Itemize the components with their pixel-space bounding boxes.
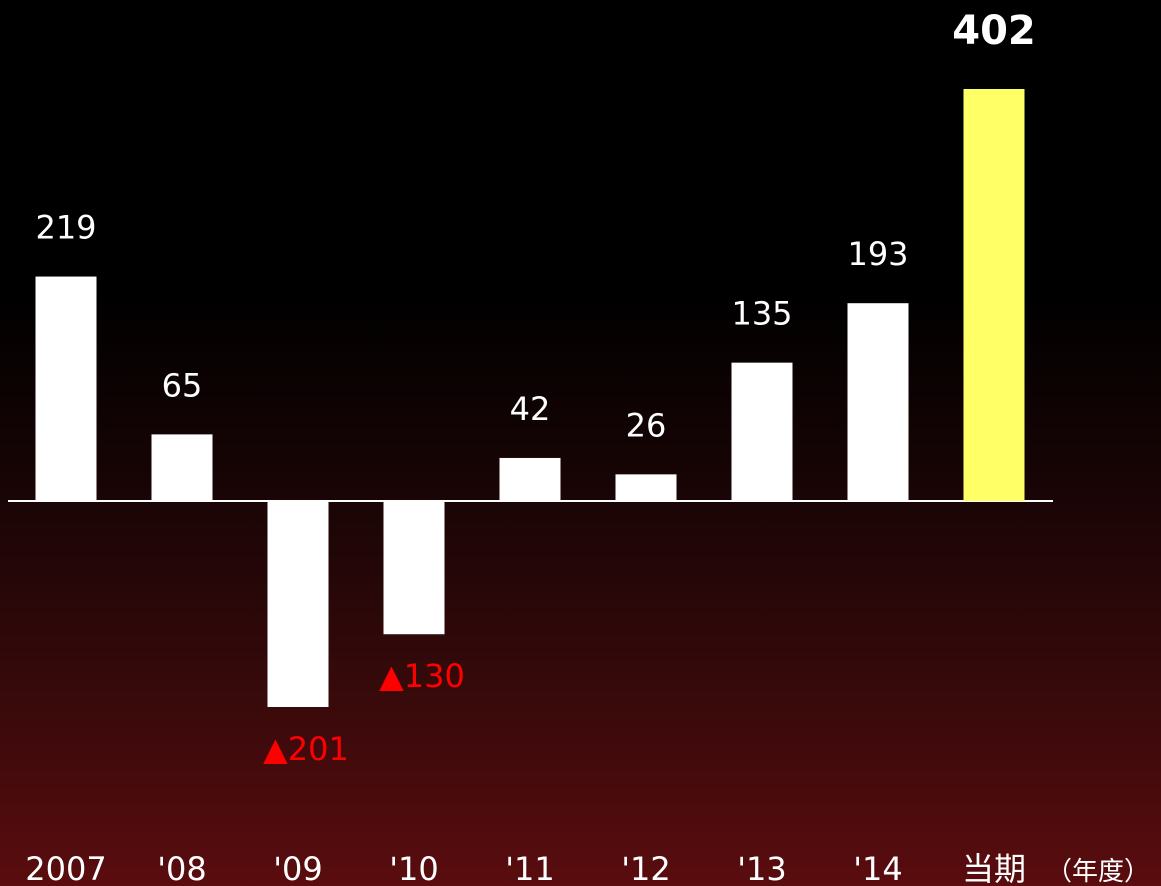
value-label: 42 — [510, 390, 551, 428]
value-label: 219 — [35, 209, 96, 247]
bar-group — [35, 89, 1025, 707]
category-label: '13 — [737, 850, 787, 886]
category-label: '11 — [505, 850, 555, 886]
value-label: 26 — [626, 406, 667, 444]
bar-'10 — [383, 501, 445, 635]
value-label: ▲201 — [263, 730, 349, 768]
bar-当期 — [963, 89, 1025, 501]
value-label: ▲130 — [379, 657, 465, 695]
bar-'08 — [151, 434, 213, 501]
category-label: '14 — [853, 850, 903, 886]
value-label-group: 219 65 ▲201 ▲130 42 26 135 193 402 — [35, 8, 1035, 768]
category-label: '08 — [157, 850, 207, 886]
value-label: 402 — [952, 8, 1036, 54]
bar-2007 — [35, 276, 97, 501]
value-label: 135 — [731, 295, 792, 333]
category-label: 2007 — [25, 850, 106, 886]
bar-'13 — [731, 362, 793, 501]
bar-'11 — [499, 457, 561, 501]
bar-'09 — [267, 501, 329, 707]
bar-'12 — [615, 474, 677, 501]
x-unit-label: （年度） — [1046, 857, 1150, 886]
value-label: 65 — [162, 366, 203, 404]
value-label: 193 — [847, 235, 908, 273]
category-label: 当期 — [962, 850, 1026, 886]
category-label: '09 — [273, 850, 323, 886]
bar-'14 — [847, 303, 909, 501]
category-label: '10 — [389, 850, 439, 886]
category-label-group: 2007 '08 '09 '10 '11 '12 '13 '14 当期 — [25, 850, 1026, 886]
category-label: '12 — [621, 850, 671, 886]
